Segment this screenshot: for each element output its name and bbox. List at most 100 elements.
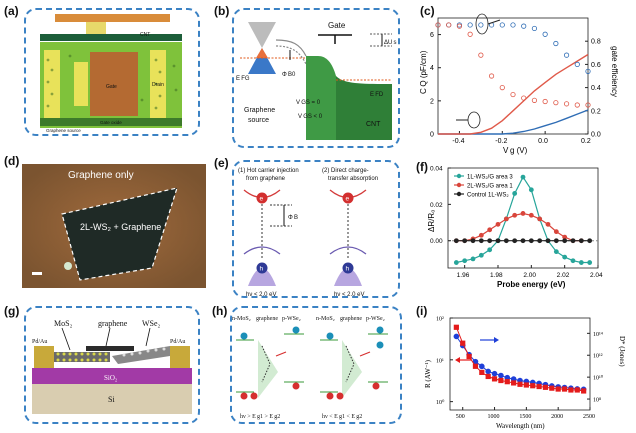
panel-c-label: (c) — [420, 4, 435, 18]
y2-tick-label: 10⁸ — [593, 398, 601, 404]
x-axis-label: V g (V) — [503, 146, 528, 155]
legend-marker — [456, 191, 462, 197]
data-point — [562, 238, 568, 244]
label-graphene-only: Graphene only — [68, 170, 134, 181]
data-point — [466, 353, 472, 360]
data-point — [462, 258, 468, 264]
data-point — [485, 368, 491, 375]
pad-left — [34, 346, 54, 368]
y-axis-label: R (AW⁻¹) — [424, 359, 432, 388]
y2-axis-label: gate efficiency — [610, 46, 619, 97]
legend-marker — [456, 182, 462, 188]
data-point — [553, 249, 559, 255]
data-point — [485, 373, 491, 380]
label-gate: Gate — [328, 21, 346, 30]
panel-d-micrograph: Graphene only 2L-WS₂ + Graphene — [22, 164, 206, 288]
mech2-line2: transfer absorption — [328, 176, 378, 182]
data-point — [470, 256, 476, 262]
y-tick-label: 6 — [430, 32, 434, 39]
data-point — [517, 381, 523, 387]
x-tick-label: 2.02 — [557, 272, 570, 279]
data-point — [495, 238, 501, 244]
label-h-l1: n-MoS₂ — [232, 316, 251, 322]
x-tick-label: -0.4 — [452, 138, 464, 145]
series-line — [438, 53, 589, 135]
label-hv1: hν < 2.0 eV — [246, 292, 277, 298]
data-point — [528, 212, 534, 218]
plot-frame — [449, 317, 591, 411]
y-axis-label: ΔR/R₀ — [427, 210, 436, 232]
data-point — [537, 216, 543, 222]
device-cnt-bar — [40, 34, 182, 41]
plot-frame — [437, 17, 589, 135]
label-phi-b: Φ B — [288, 215, 298, 221]
panel-d-label: (d) — [4, 154, 20, 168]
plot-frame — [447, 167, 599, 269]
data-point — [479, 369, 485, 376]
data-point — [587, 260, 593, 265]
layer-sio2 — [32, 368, 192, 384]
x-tick-label: 1000 — [488, 414, 500, 420]
panel-h — [230, 306, 402, 424]
data-point — [435, 22, 441, 28]
data-point — [574, 61, 580, 68]
data-point — [536, 383, 542, 390]
data-point — [555, 386, 561, 392]
y-axis-label: C Q (pF/cm) — [419, 50, 428, 94]
panel-f-label: (f) — [416, 160, 428, 174]
data-point — [530, 383, 536, 389]
label-phi-b0: Φ B0 — [282, 72, 296, 78]
data-point — [495, 221, 501, 227]
annotation-arrow-right — [487, 19, 501, 25]
label-graphene: Graphene — [244, 107, 275, 114]
y-tick-label: 0.04 — [430, 166, 443, 173]
legend-label: Control 1L-WS₂ — [467, 193, 509, 199]
label-efg: E FG — [236, 76, 250, 82]
data-point — [498, 372, 504, 379]
label-h-r1: n-MoS₂ — [316, 316, 335, 322]
label-mos2: MoS₂ — [54, 319, 73, 328]
data-point — [585, 68, 591, 74]
panel-a-label: (a) — [4, 4, 19, 18]
data-point — [520, 211, 526, 216]
label-region: 2L-WS₂ + Graphene — [80, 222, 162, 232]
panel-a — [24, 8, 200, 136]
data-point — [542, 98, 548, 105]
data-point — [574, 387, 580, 393]
label-sio2: SiO₂ — [104, 374, 118, 382]
y2-tick-label: 10¹⁴ — [593, 332, 603, 338]
data-point — [478, 232, 484, 238]
data-point — [479, 363, 485, 370]
label-h-r3: p-WSe₂ — [366, 316, 385, 322]
data-point — [487, 247, 493, 253]
data-point — [470, 238, 476, 244]
data-point — [472, 363, 479, 369]
y2-tick-label: 0.2 — [591, 108, 601, 115]
y-tick-label: 0 — [430, 132, 434, 139]
label-cnt: CNT — [366, 121, 381, 128]
device-gate-block — [90, 52, 138, 116]
data-point — [587, 238, 593, 244]
y2-tick-label: 0.8 — [591, 39, 601, 46]
data-point — [561, 386, 568, 392]
electron-1: e — [260, 196, 264, 203]
x-tick-label: 1.98 — [490, 272, 503, 279]
data-point — [578, 238, 584, 244]
panel-e-label: (e) — [214, 156, 229, 170]
data-point — [520, 174, 526, 180]
data-point — [453, 260, 459, 265]
data-point — [487, 238, 493, 244]
data-point — [460, 340, 466, 346]
y2-tick-label: 10¹⁰ — [593, 375, 604, 382]
data-point — [467, 31, 473, 37]
data-point — [568, 387, 574, 393]
data-point — [446, 22, 452, 28]
panel-i-label: (i) — [416, 304, 428, 318]
legend-marker — [456, 173, 462, 179]
y2-tick-label: 10¹² — [593, 354, 603, 360]
